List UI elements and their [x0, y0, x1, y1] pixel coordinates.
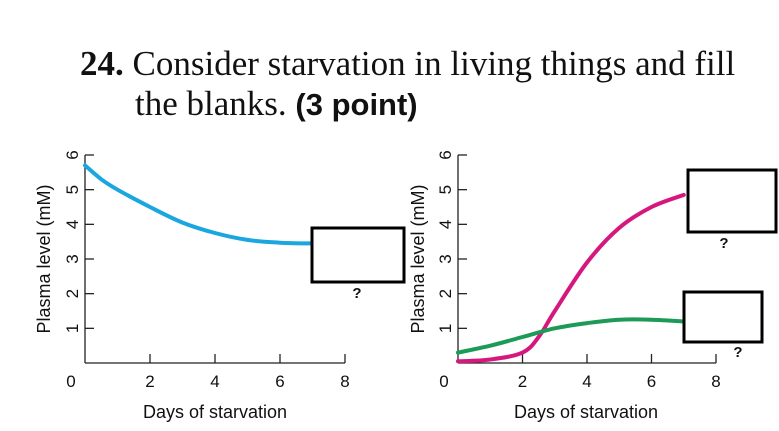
x-tick-label: 2	[518, 372, 527, 391]
y-tick-label: 4	[436, 220, 455, 229]
question-line2-wrap: the blanks. (3 point)	[80, 84, 770, 125]
series-line-1	[83, 163, 315, 246]
chart-right: 1 2 3 4 5 6 2 4 6 8 0 Days of starvation Plasma leve…	[408, 150, 778, 422]
x-tick-label: 8	[340, 372, 349, 391]
x-axis-title: Days of starvation	[514, 402, 658, 422]
question-line1: Consider starvation in living things and…	[132, 44, 736, 83]
x-tick-label: 2	[145, 372, 154, 391]
answer-blank-box[interactable]	[686, 168, 778, 234]
y-tick-label: 3	[436, 254, 455, 263]
blank-question-mark: ?	[733, 344, 742, 361]
y-tick-label: 2	[436, 289, 455, 298]
question-points: (3 point)	[295, 87, 418, 122]
y-axis-title: Plasma level (mM)	[34, 184, 54, 333]
series-line-2	[456, 317, 686, 355]
chart-left: 1 2 3 4 5 6 2 4 6 8 0 Days of starvation Plasma leve…	[34, 150, 406, 422]
x-axis-title: Days of starvation	[143, 402, 287, 422]
series-line-1	[456, 192, 686, 364]
origin-label: 0	[66, 372, 75, 391]
answer-blank-box[interactable]	[310, 226, 406, 284]
x-tick-label: 4	[582, 372, 591, 391]
y-tick-label: 4	[63, 220, 82, 229]
question-number: 24.	[80, 44, 124, 83]
question-line2: the blanks.	[135, 84, 287, 123]
y-tick-label: 5	[436, 185, 455, 194]
blank-question-mark: ?	[719, 235, 728, 252]
x-tick-label: 8	[711, 372, 720, 391]
x-tick-label: 6	[275, 372, 284, 391]
y-tick-label: 5	[63, 185, 82, 194]
y-tick-label: 6	[436, 150, 455, 159]
y-tick-label: 3	[63, 254, 82, 263]
y-axis-title: Plasma level (mM)	[408, 184, 428, 333]
y-tick-label: 2	[63, 289, 82, 298]
answer-blank-box[interactable]	[682, 290, 764, 344]
y-tick-label: 6	[63, 150, 82, 159]
blank-question-mark: ?	[352, 285, 361, 302]
x-tick-label: 4	[210, 372, 219, 391]
origin-label: 0	[439, 372, 448, 391]
y-tick-label: 1	[436, 324, 455, 333]
x-tick-label: 6	[647, 372, 656, 391]
y-tick-label: 1	[63, 324, 82, 333]
question-text: 24. Consider starvation in living things…	[80, 44, 770, 125]
